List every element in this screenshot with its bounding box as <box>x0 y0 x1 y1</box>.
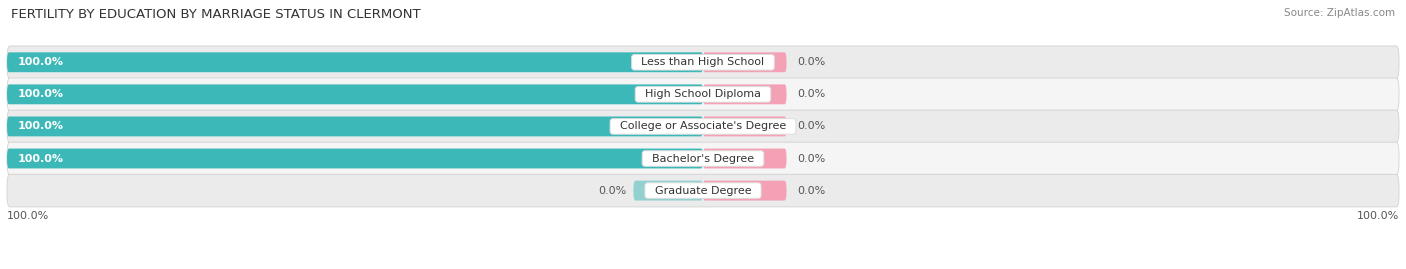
Text: 100.0%: 100.0% <box>7 211 49 221</box>
FancyBboxPatch shape <box>7 142 1399 175</box>
Text: 0.0%: 0.0% <box>598 186 627 196</box>
Text: 0.0%: 0.0% <box>797 57 825 67</box>
Text: Less than High School: Less than High School <box>634 57 772 67</box>
Text: 0.0%: 0.0% <box>797 186 825 196</box>
Text: 0.0%: 0.0% <box>797 154 825 164</box>
FancyBboxPatch shape <box>7 84 703 104</box>
Text: 100.0%: 100.0% <box>1357 211 1399 221</box>
Text: Source: ZipAtlas.com: Source: ZipAtlas.com <box>1284 8 1395 18</box>
Text: 0.0%: 0.0% <box>797 89 825 99</box>
FancyBboxPatch shape <box>703 181 786 200</box>
FancyBboxPatch shape <box>7 78 1399 111</box>
FancyBboxPatch shape <box>7 52 703 72</box>
FancyBboxPatch shape <box>7 46 1399 79</box>
FancyBboxPatch shape <box>7 148 703 168</box>
Legend: Married, Unmarried: Married, Unmarried <box>610 267 796 269</box>
FancyBboxPatch shape <box>703 148 786 168</box>
Text: 100.0%: 100.0% <box>17 121 63 132</box>
FancyBboxPatch shape <box>703 84 786 104</box>
FancyBboxPatch shape <box>633 181 703 200</box>
Text: College or Associate's Degree: College or Associate's Degree <box>613 121 793 132</box>
FancyBboxPatch shape <box>703 52 786 72</box>
Text: Graduate Degree: Graduate Degree <box>648 186 758 196</box>
Text: FERTILITY BY EDUCATION BY MARRIAGE STATUS IN CLERMONT: FERTILITY BY EDUCATION BY MARRIAGE STATU… <box>11 8 420 21</box>
FancyBboxPatch shape <box>7 174 1399 207</box>
FancyBboxPatch shape <box>7 110 1399 143</box>
Text: 100.0%: 100.0% <box>17 89 63 99</box>
Text: High School Diploma: High School Diploma <box>638 89 768 99</box>
Text: 100.0%: 100.0% <box>17 57 63 67</box>
FancyBboxPatch shape <box>7 116 703 136</box>
Text: 0.0%: 0.0% <box>797 121 825 132</box>
Text: Bachelor's Degree: Bachelor's Degree <box>645 154 761 164</box>
FancyBboxPatch shape <box>703 116 786 136</box>
Text: 100.0%: 100.0% <box>17 154 63 164</box>
